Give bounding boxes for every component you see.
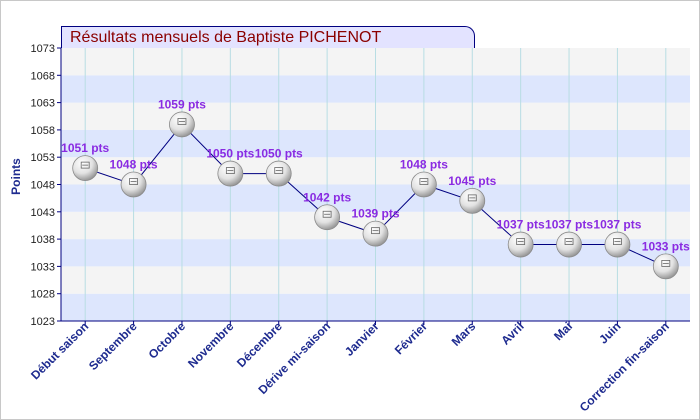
ping-pong-ball-icon bbox=[410, 171, 437, 198]
y-tick-label: 1058 bbox=[31, 125, 55, 137]
data-label: 1048 pts bbox=[110, 158, 158, 172]
x-tick-label: Septembre bbox=[86, 319, 140, 373]
data-label: 1037 pts bbox=[593, 218, 641, 232]
data-label: 1051 pts bbox=[61, 141, 109, 155]
ball-logo-mark bbox=[80, 161, 90, 169]
ping-pong-ball-icon bbox=[362, 220, 389, 247]
ball-logo-mark bbox=[419, 178, 429, 185]
data-label: 1033 pts bbox=[642, 239, 690, 253]
x-tick-label: Avril bbox=[498, 319, 526, 347]
y-tick-label: 1033 bbox=[31, 261, 55, 273]
y-tick-label: 1043 bbox=[31, 207, 55, 219]
y-tick-label: 1048 bbox=[31, 180, 55, 192]
data-label: 1048 pts bbox=[400, 158, 448, 172]
ping-pong-ball-icon bbox=[265, 160, 292, 187]
y-tick-label: 1068 bbox=[31, 70, 55, 82]
ball-logo-mark bbox=[467, 194, 477, 202]
data-label: 1039 pts bbox=[351, 207, 399, 221]
ball-logo-mark bbox=[177, 118, 187, 125]
ball-logo-mark bbox=[613, 238, 622, 245]
y-tick-label: 1023 bbox=[31, 316, 55, 328]
x-tick-label: Février bbox=[392, 319, 430, 357]
data-label: 1037 pts bbox=[497, 218, 545, 232]
data-label: 1050 pts bbox=[206, 147, 254, 161]
ball-logo-mark bbox=[322, 210, 332, 218]
ball-logo-mark bbox=[516, 238, 526, 245]
x-tick-label: Décembre bbox=[234, 319, 285, 370]
x-tick-label: Janvier bbox=[342, 319, 382, 359]
ping-pong-ball-icon bbox=[459, 187, 486, 214]
x-tick-label: Mars bbox=[449, 319, 479, 349]
ping-pong-ball-icon bbox=[169, 111, 195, 138]
data-label: 1059 pts bbox=[158, 97, 206, 111]
y-axis-title: Points bbox=[9, 158, 23, 195]
ball-logo-mark bbox=[371, 227, 380, 235]
ping-pong-ball-icon bbox=[217, 160, 244, 187]
ball-logo-mark bbox=[564, 238, 574, 245]
data-label: 1037 pts bbox=[545, 218, 593, 232]
ping-pong-ball-icon bbox=[314, 204, 341, 231]
y-tick-label: 1038 bbox=[31, 234, 55, 246]
ball-logo-mark bbox=[129, 178, 138, 185]
ball-logo-mark bbox=[274, 167, 284, 174]
ping-pong-ball-icon bbox=[652, 253, 679, 280]
y-tick-label: 1063 bbox=[31, 98, 55, 110]
y-tick-label: 1073 bbox=[31, 43, 55, 55]
x-tick-label: Correction fin-saison bbox=[577, 319, 672, 414]
x-tick-label: Novembre bbox=[185, 319, 237, 371]
ping-pong-ball-icon bbox=[604, 231, 631, 258]
x-tick-label: Début saison bbox=[28, 319, 91, 382]
chart-title: Résultats mensuels de Baptiste PICHENOT bbox=[61, 26, 475, 48]
data-label: 1042 pts bbox=[303, 190, 351, 204]
ping-pong-ball-icon bbox=[72, 155, 99, 182]
y-tick-label: 1053 bbox=[31, 152, 55, 164]
x-tick-label: Juin bbox=[596, 319, 623, 346]
ball-logo-mark bbox=[661, 259, 671, 267]
ping-pong-ball-icon bbox=[507, 231, 534, 258]
x-tick-label: Octobre bbox=[146, 319, 189, 362]
ping-pong-ball-icon bbox=[556, 231, 582, 258]
y-tick-label: 1028 bbox=[31, 289, 55, 301]
data-label: 1050 pts bbox=[255, 147, 303, 161]
ball-logo-mark bbox=[225, 167, 235, 174]
ping-pong-ball-icon bbox=[120, 171, 147, 198]
data-label: 1045 pts bbox=[448, 174, 496, 188]
x-tick-label: Mai bbox=[551, 319, 575, 343]
